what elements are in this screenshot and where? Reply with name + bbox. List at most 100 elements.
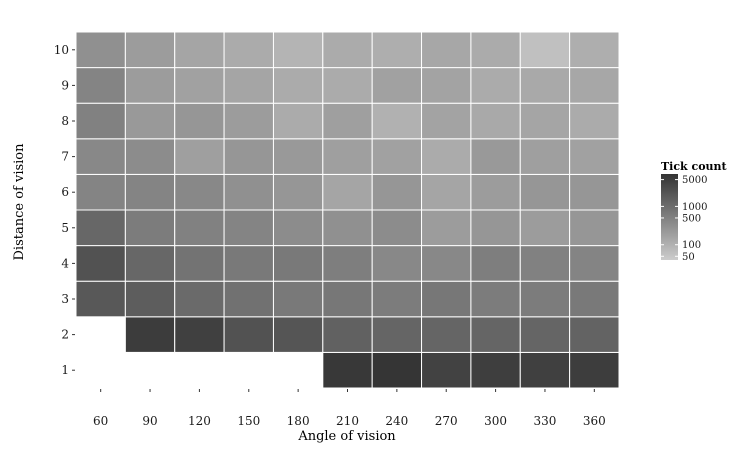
heatmap-cell xyxy=(421,245,472,282)
heatmap-cell xyxy=(470,316,521,353)
heatmap-cell xyxy=(569,245,620,282)
y-tick-label: 3 xyxy=(61,292,69,306)
heatmap-cell xyxy=(470,173,521,211)
heatmap-cell xyxy=(174,280,225,318)
x-tick-label: 300 xyxy=(484,414,507,428)
heatmap-cell xyxy=(519,173,571,211)
heatmap-cell xyxy=(421,351,472,389)
x-tick-label: 360 xyxy=(583,414,606,428)
heatmap-cell xyxy=(223,316,274,353)
heatmap-cell xyxy=(569,316,620,353)
y-axis-title: Distance of vision xyxy=(12,143,27,261)
heatmap-cells xyxy=(75,31,620,389)
heatmap-cell xyxy=(569,351,620,389)
x-axis: 60 90 120 150 180 210 240 270 300 330 360 xyxy=(93,389,606,428)
heatmap-cell xyxy=(569,67,620,104)
heatmap-cell xyxy=(569,138,620,175)
legend-tick-label: 50 xyxy=(682,252,695,263)
heatmap-cell xyxy=(223,280,274,318)
heatmap-cell xyxy=(569,173,620,211)
y-tick-label: 4 xyxy=(61,256,69,270)
heatmap-cell xyxy=(272,31,324,69)
heatmap-cell xyxy=(124,245,176,282)
heatmap-cell xyxy=(322,173,373,211)
heatmap-cell xyxy=(322,209,373,247)
heatmap-cell xyxy=(519,280,571,318)
heatmap-cell xyxy=(371,138,423,175)
x-tick-label: 180 xyxy=(287,414,310,428)
heatmap-cell xyxy=(371,173,423,211)
heatmap-cell xyxy=(223,67,274,104)
heatmap-cell xyxy=(519,245,571,282)
heatmap-cell xyxy=(124,173,176,211)
heatmap-cell xyxy=(421,173,472,211)
x-tick-label: 330 xyxy=(534,414,557,428)
legend-tick-label: 100 xyxy=(682,240,701,251)
y-tick-label: 2 xyxy=(61,328,69,342)
legend-tick-label: 5000 xyxy=(682,175,707,186)
heatmap-cell xyxy=(569,209,620,247)
y-tick-label: 10 xyxy=(54,43,69,57)
y-axis: 1 2 3 4 5 6 7 8 9 10 xyxy=(54,43,75,377)
heatmap-cell xyxy=(124,102,176,140)
heatmap-cell xyxy=(322,138,373,175)
heatmap-cell xyxy=(519,209,571,247)
heatmap-cell xyxy=(421,280,472,318)
heatmap-cell xyxy=(223,138,274,175)
heatmap-cell xyxy=(124,31,176,69)
x-tick-label: 240 xyxy=(385,414,408,428)
legend-tick-label: 500 xyxy=(682,213,701,224)
x-tick-label: 210 xyxy=(336,414,359,428)
heatmap-cell xyxy=(75,67,126,104)
heatmap-cell xyxy=(322,280,373,318)
heatmap-cell xyxy=(75,173,126,211)
x-tick-label: 60 xyxy=(93,414,108,428)
heatmap-cell xyxy=(124,280,176,318)
heatmap-cell xyxy=(470,67,521,104)
x-tick-label: 150 xyxy=(237,414,260,428)
heatmap-cell xyxy=(124,138,176,175)
heatmap-cell xyxy=(223,31,274,69)
heatmap-cell xyxy=(322,245,373,282)
heatmap-cell xyxy=(371,209,423,247)
y-tick-label: 9 xyxy=(61,78,69,92)
heatmap-cell xyxy=(223,173,274,211)
heatmap-cell xyxy=(470,138,521,175)
heatmap-cell xyxy=(322,351,373,389)
y-tick-label: 6 xyxy=(61,185,69,199)
heatmap-cell xyxy=(75,138,126,175)
heatmap-cell xyxy=(174,245,225,282)
heatmap-cell xyxy=(124,209,176,247)
heatmap-cell xyxy=(470,245,521,282)
heatmap-cell xyxy=(519,67,571,104)
y-tick-label: 8 xyxy=(61,114,69,128)
heatmap-cell xyxy=(421,31,472,69)
heatmap-cell xyxy=(272,102,324,140)
heatmap-cell xyxy=(519,31,571,69)
heatmap-cell xyxy=(371,280,423,318)
heatmap-cell xyxy=(519,316,571,353)
heatmap-cell xyxy=(174,31,225,69)
heatmap-cell xyxy=(470,280,521,318)
heatmap-cell xyxy=(569,31,620,69)
heatmap-cell xyxy=(371,102,423,140)
heatmap-cell xyxy=(519,138,571,175)
heatmap-cell xyxy=(371,67,423,104)
heatmap-cell xyxy=(371,245,423,282)
heatmap-cell xyxy=(421,102,472,140)
heatmap-cell xyxy=(371,31,423,69)
heatmap-cell xyxy=(519,102,571,140)
x-tick-label: 270 xyxy=(435,414,458,428)
y-tick-label: 5 xyxy=(61,221,69,235)
heatmap-cell xyxy=(470,102,521,140)
heatmap-cell xyxy=(322,67,373,104)
heatmap-cell xyxy=(223,102,274,140)
heatmap-cell xyxy=(272,209,324,247)
legend-title: Tick count xyxy=(661,160,728,173)
heatmap-cell xyxy=(272,173,324,211)
heatmap-cell xyxy=(470,351,521,389)
heatmap-cell xyxy=(223,245,274,282)
heatmap-cell xyxy=(322,102,373,140)
